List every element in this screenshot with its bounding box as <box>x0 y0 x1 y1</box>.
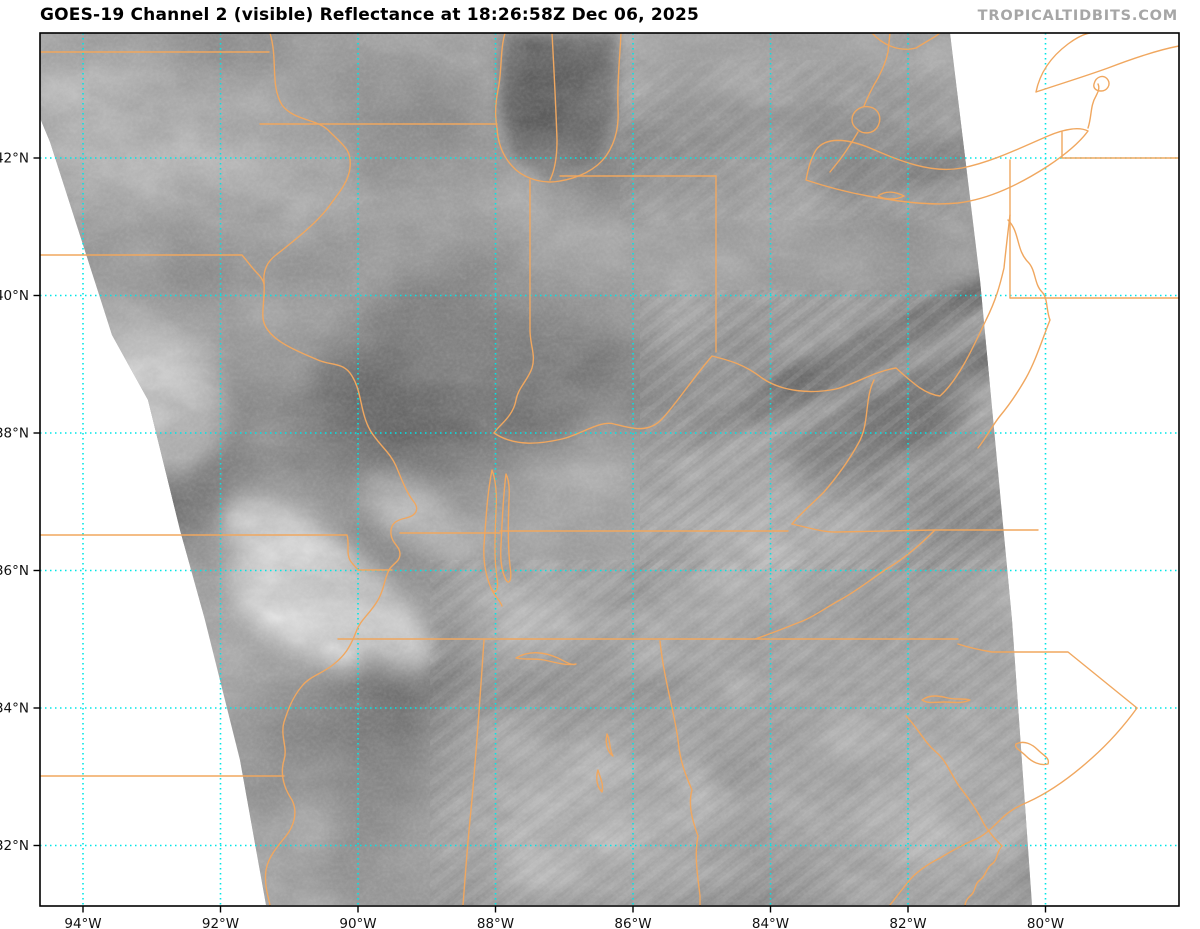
lake-michigan-shore <box>494 33 622 183</box>
border-newyork-pennsylvania <box>1061 131 1179 159</box>
lake-st-clair <box>851 105 881 134</box>
border-illinois-indiana-wabash <box>493 179 535 434</box>
lat-tick-label: 42°N <box>0 151 29 167</box>
lon-tick-label: 86°W <box>614 916 651 929</box>
border-kentucky-tennessee <box>499 523 1039 533</box>
border-missouri-arkansas <box>40 532 501 571</box>
border-mississippi-alabama <box>462 639 485 906</box>
lake-ontario-shore <box>1035 33 1179 93</box>
mississippi-river <box>262 33 418 906</box>
georgia-sea-islands <box>964 845 1003 906</box>
lake-barkley <box>500 473 512 583</box>
lon-tick-label: 82°W <box>889 916 926 929</box>
page-title: GOES-19 Channel 2 (visible) Reflectance … <box>40 5 699 25</box>
lon-tick-label: 80°W <box>1027 916 1064 929</box>
border-missouri-iowa <box>40 254 265 285</box>
border-northcarolina-southcarolina <box>957 643 1138 709</box>
lake-marion <box>1014 741 1050 766</box>
lake-huron-tip <box>871 33 941 50</box>
niagara-river <box>1087 75 1110 129</box>
lat-tick-label: 40°N <box>0 288 29 304</box>
lon-tick-label: 90°W <box>339 916 376 929</box>
lake-michigan-state-line <box>549 33 558 181</box>
sandusky-bay <box>877 191 905 200</box>
watermark: TROPICALTIDBITS.COM <box>977 8 1178 24</box>
lat-tick-label: 32°N <box>0 838 29 854</box>
lon-tick-label: 94°W <box>64 916 101 929</box>
border-westvirginia-virginia <box>977 219 1051 449</box>
ohio-river <box>493 214 1011 444</box>
lat-tick-label: 38°N <box>0 426 29 442</box>
lon-tick-label: 88°W <box>477 916 514 929</box>
lon-tick-label: 84°W <box>752 916 789 929</box>
tennessee-river-stem <box>490 587 503 607</box>
st-clair-river <box>863 33 891 107</box>
state-boundaries <box>40 33 1179 906</box>
logan-martin-lake <box>605 733 614 757</box>
mitchell-lake <box>596 769 604 793</box>
lon-tick-label: 92°W <box>202 916 239 929</box>
border-tennessee-northcarolina <box>754 529 936 640</box>
kentucky-lake <box>483 469 499 593</box>
savannah-river <box>905 715 1003 847</box>
atlantic-coastline <box>889 707 1138 906</box>
detroit-river <box>829 131 859 173</box>
lat-tick-label: 34°N <box>0 701 29 717</box>
lake-hartwell <box>921 695 971 704</box>
plot-frame <box>39 32 1180 907</box>
guntersville-lake <box>515 652 577 666</box>
lat-tick-label: 36°N <box>0 563 29 579</box>
satellite-imagery <box>40 33 1032 905</box>
border-kentucky-westvirginia <box>791 379 875 525</box>
axis-ticks-and-labels: 94°W 92°W 90°W 88°W 86°W 84°W 82°W 80°W 42°N 40°N… <box>0 151 1064 929</box>
lake-erie-shore <box>805 128 1089 205</box>
border-alabama-georgia <box>659 640 701 906</box>
latlon-gridlines <box>40 33 1179 906</box>
